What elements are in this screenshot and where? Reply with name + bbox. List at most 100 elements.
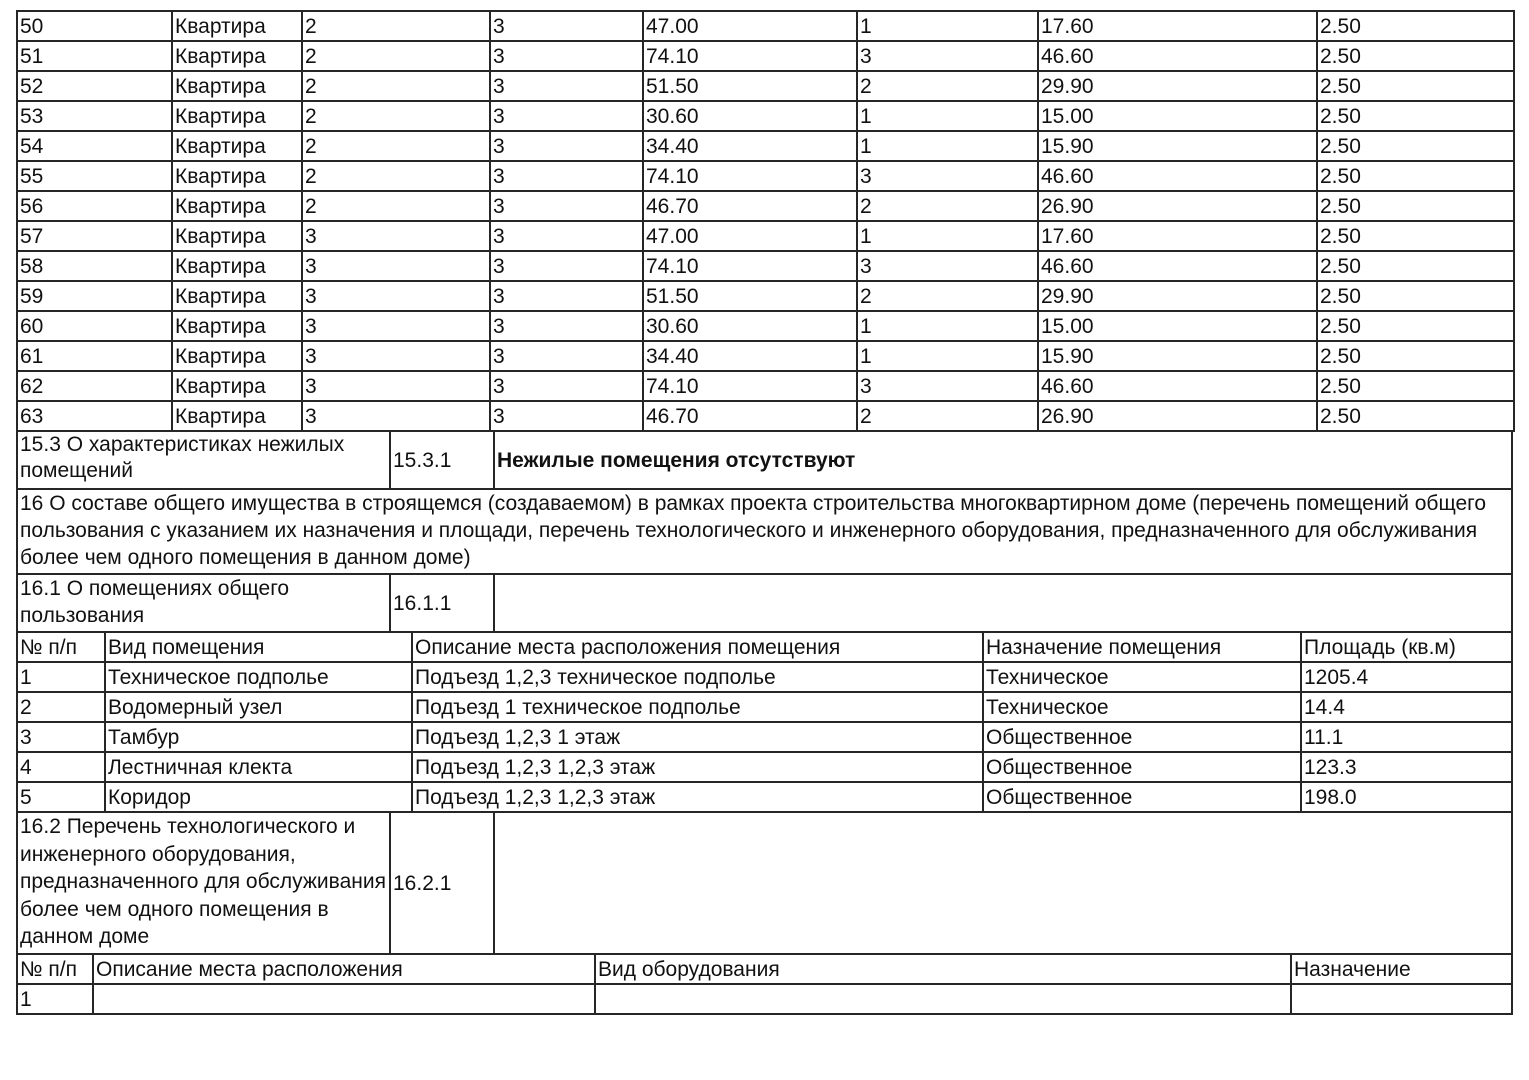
table-cell: 2.50 (1316, 10, 1515, 42)
table-cell: 2.50 (1316, 100, 1515, 132)
table-cell: 2.50 (1316, 220, 1515, 252)
table-cell: 1 (856, 340, 1039, 372)
table-cell: Квартира (171, 370, 303, 402)
table-cell: 2.50 (1316, 340, 1515, 372)
table-cell: 34.40 (642, 340, 858, 372)
apartment-row: 51 Квартира 2 3 74.10 3 46.60 2.50 (16, 40, 1515, 72)
table-cell: 3 (301, 400, 491, 432)
table-cell: Квартира (171, 40, 303, 72)
apartment-row: 62 Квартира 3 3 74.10 3 46.60 2.50 (16, 370, 1515, 402)
table-cell: Квартира (171, 400, 303, 432)
table-cell: 2.50 (1316, 190, 1515, 222)
table-cell: 2 (301, 100, 491, 132)
section-15-3: 15.3 О характеристиках нежилых помещений… (16, 430, 1513, 490)
section-16-1: 16.1 О помещениях общего пользования 16.… (16, 573, 1513, 633)
table-cell: 46.70 (642, 190, 858, 222)
apartment-row: 55 Квартира 2 3 74.10 3 46.60 2.50 (16, 160, 1515, 192)
table-cell: 14.4 (1300, 691, 1513, 723)
table-cell: Квартира (171, 160, 303, 192)
apartment-row: 53 Квартира 2 3 30.60 1 15.00 2.50 (16, 100, 1515, 132)
table-cell: 15.00 (1037, 310, 1318, 342)
table-cell: Тамбур (104, 721, 413, 753)
table-cell: Квартира (171, 70, 303, 102)
table-cell: 58 (16, 250, 173, 282)
table-cell: 2.50 (1316, 40, 1515, 72)
equipment-table: № п/п Описание места расположения Вид обор… (16, 953, 1513, 1015)
table-cell: 2 (301, 40, 491, 72)
table-cell: 4 (16, 751, 106, 783)
table-cell: Подъезд 1,2,3 1,2,3 этаж (411, 781, 984, 813)
table-cell: 2 (856, 190, 1039, 222)
table-cell: 3 (489, 100, 644, 132)
table-cell: 30.60 (642, 100, 858, 132)
section-code: 15.3.1 (389, 430, 495, 490)
table-cell: Подъезд 1,2,3 техническое подполье (411, 661, 984, 693)
apartment-row: 57 Квартира 3 3 47.00 1 17.60 2.50 (16, 220, 1515, 252)
column-header: № п/п (16, 953, 94, 985)
table-cell: 3 (16, 721, 106, 753)
common-room-row: 4 Лестничная клекта Подъезд 1,2,3 1,2,3 эт… (16, 751, 1513, 783)
table-cell: 51.50 (642, 280, 858, 312)
table-cell: Техническое подполье (104, 661, 413, 693)
table-cell: 3 (489, 40, 644, 72)
table-cell: 29.90 (1037, 280, 1318, 312)
table-cell: 3 (489, 280, 644, 312)
table-cell: 3 (489, 400, 644, 432)
table-cell: 1 (856, 130, 1039, 162)
table-cell: 56 (16, 190, 173, 222)
table-cell: 53 (16, 100, 173, 132)
table-cell: 15.90 (1037, 130, 1318, 162)
apartment-row: 54 Квартира 2 3 34.40 1 15.90 2.50 (16, 130, 1515, 162)
common-room-row: 3 Тамбур Подъезд 1,2,3 1 этаж Общественное 1… (16, 721, 1513, 753)
table-cell: Подъезд 1,2,3 1,2,3 этаж (411, 751, 984, 783)
table-cell: 3 (301, 370, 491, 402)
table-cell: 2 (856, 280, 1039, 312)
table-cell: 34.40 (642, 130, 858, 162)
table-cell: Квартира (171, 280, 303, 312)
table-cell: Квартира (171, 250, 303, 282)
table-cell: 17.60 (1037, 220, 1318, 252)
table-cell: 46.60 (1037, 40, 1318, 72)
table-cell: 15.00 (1037, 100, 1318, 132)
table-cell: 59 (16, 280, 173, 312)
table-cell: 60 (16, 310, 173, 342)
apartment-row: 59 Квартира 3 3 51.50 2 29.90 2.50 (16, 280, 1515, 312)
table-cell: Квартира (171, 130, 303, 162)
table-cell: 2.50 (1316, 250, 1515, 282)
table-cell: Общественное (982, 721, 1302, 753)
table-cell: 3 (856, 160, 1039, 192)
table-cell: 2 (301, 130, 491, 162)
table-cell: 26.90 (1037, 190, 1318, 222)
table-cell: 52 (16, 70, 173, 102)
table-cell: 3 (489, 160, 644, 192)
table-cell: 62 (16, 370, 173, 402)
table-cell: 2 (301, 190, 491, 222)
apartment-row: 52 Квартира 2 3 51.50 2 29.90 2.50 (16, 70, 1515, 102)
table-cell: 2 (301, 10, 491, 42)
section-title: 15.3 О характеристиках нежилых помещений (16, 430, 391, 490)
table-cell: 3 (489, 250, 644, 282)
table-cell: Подъезд 1,2,3 1 этаж (411, 721, 984, 753)
table-cell (594, 983, 1292, 1015)
table-cell: Коридор (104, 781, 413, 813)
table-cell: Квартира (171, 310, 303, 342)
document: 50 Квартира 2 3 47.00 1 17.60 2.50 51 Квартира 2 3 7… (16, 10, 1515, 1015)
table-cell: Техническое (982, 661, 1302, 693)
apartments-table: 50 Квартира 2 3 47.00 1 17.60 2.50 51 Квартира 2 3 7… (16, 10, 1515, 432)
table-cell (92, 983, 596, 1015)
table-cell: 2.50 (1316, 310, 1515, 342)
section-code: 16.1.1 (389, 573, 495, 633)
table-cell: 3 (856, 250, 1039, 282)
table-cell: 3 (301, 250, 491, 282)
table-cell: 2.50 (1316, 70, 1515, 102)
table-cell: 74.10 (642, 160, 858, 192)
table-cell: 123.3 (1300, 751, 1513, 783)
table-cell: 2.50 (1316, 370, 1515, 402)
common-rooms-table: № п/п Вид помещения Описание места располо… (16, 631, 1513, 813)
table-cell: 3 (301, 310, 491, 342)
table-cell: 11.1 (1300, 721, 1513, 753)
table-cell (1290, 983, 1513, 1015)
table-cell: Подъезд 1 техническое подполье (411, 691, 984, 723)
table-cell: 17.60 (1037, 10, 1318, 42)
table-cell: Квартира (171, 340, 303, 372)
